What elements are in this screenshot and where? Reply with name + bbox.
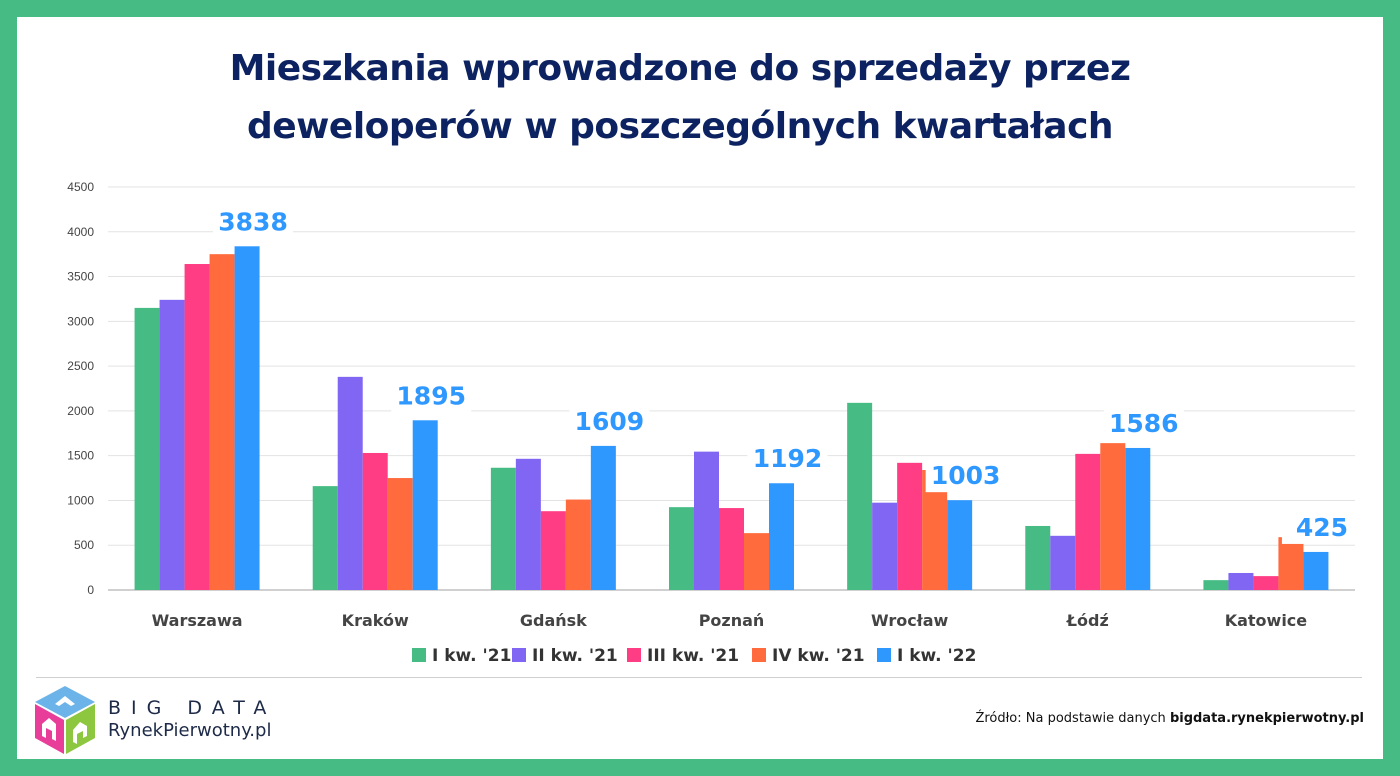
source-link[interactable]: bigdata.rynekpierwotny.pl — [1169, 711, 1364, 726]
bar — [1075, 453, 1101, 590]
bar — [744, 533, 769, 590]
bar — [694, 451, 719, 590]
bar — [312, 486, 338, 590]
title-line-1: Mieszkania wprowadzone do sprzedaży prze… — [229, 48, 1131, 89]
bar — [159, 299, 185, 590]
x-tick-label: Kraków — [342, 611, 409, 630]
data-label-bg — [747, 441, 828, 476]
legend-swatch — [627, 648, 641, 662]
data-label-bg — [1281, 509, 1362, 544]
bar — [1125, 447, 1151, 590]
data-label-bg — [213, 204, 294, 239]
legend-swatch — [412, 648, 426, 662]
x-tick-label: Poznań — [699, 611, 765, 630]
bar — [362, 452, 388, 590]
y-tick-label: 1500 — [67, 449, 94, 463]
bar — [209, 254, 235, 590]
chart-title: Mieszkania wprowadzone do sprzedaży prze… — [0, 40, 1360, 156]
legend-label: II kw. '21 — [532, 646, 618, 666]
y-tick-label: 0 — [87, 583, 94, 597]
bar — [490, 467, 516, 590]
data-label-bg — [925, 458, 1006, 493]
bar — [134, 307, 160, 590]
x-tick-label: Warszawa — [152, 611, 243, 630]
data-label: 1003 — [931, 461, 1001, 490]
data-label-bg — [1103, 405, 1184, 440]
bar — [947, 500, 973, 590]
y-tick-label: 500 — [74, 538, 94, 552]
data-label: 1586 — [1109, 409, 1179, 438]
data-label: 1895 — [396, 381, 466, 410]
big-data-logo-icon — [35, 686, 95, 754]
bar — [1203, 580, 1229, 590]
bar — [337, 376, 363, 590]
bar — [1278, 537, 1304, 590]
bar — [872, 502, 898, 590]
bar — [1025, 525, 1051, 590]
x-tick-label: Gdańsk — [520, 611, 587, 630]
data-label: 1609 — [575, 407, 645, 436]
bar — [184, 264, 210, 590]
y-tick-label: 4000 — [67, 225, 94, 239]
y-tick-label: 1000 — [67, 493, 94, 507]
bar — [847, 402, 873, 590]
data-label-bg — [391, 378, 472, 413]
legend-swatch — [877, 648, 891, 662]
bar — [1100, 443, 1126, 590]
bar — [540, 511, 566, 590]
bar — [897, 462, 923, 590]
y-tick-label: 2000 — [67, 404, 94, 418]
y-tick-label: 4500 — [67, 180, 94, 194]
bar — [1303, 551, 1329, 590]
bar — [590, 445, 616, 590]
bar — [769, 483, 794, 590]
bar — [515, 458, 541, 590]
data-label: 425 — [1296, 513, 1348, 542]
title-line-2: deweloperów w poszczególnych kwartałach — [246, 106, 1114, 147]
legend-label: I kw. '21 — [432, 646, 511, 666]
divider — [36, 677, 1362, 678]
bar — [565, 499, 591, 590]
bar — [387, 478, 413, 590]
data-label: 1192 — [753, 444, 823, 473]
source-prefix: Źródło: Na podstawie danych — [975, 711, 1170, 726]
legend-label: I kw. '22 — [897, 646, 976, 666]
source-note: Źródło: Na podstawie danych bigdata.ryne… — [975, 711, 1364, 726]
brand-name: BIG DATA — [108, 697, 277, 719]
bar — [669, 507, 694, 590]
bar — [234, 246, 260, 591]
y-tick-label: 3000 — [67, 314, 94, 328]
bar — [1050, 535, 1076, 590]
legend-label: IV kw. '21 — [772, 646, 865, 666]
bar — [1228, 572, 1254, 590]
x-tick-label: Łódź — [1066, 611, 1109, 630]
x-tick-label: Katowice — [1225, 611, 1308, 630]
bar — [412, 420, 438, 590]
brand-site: RynekPierwotny.pl — [108, 720, 272, 741]
x-tick-label: Wrocław — [871, 611, 948, 630]
legend-label: III kw. '21 — [647, 646, 739, 666]
legend-swatch — [512, 648, 526, 662]
legend-swatch — [752, 648, 766, 662]
data-label: 3838 — [218, 207, 288, 236]
y-tick-label: 3500 — [67, 270, 94, 284]
data-label-bg — [569, 403, 650, 438]
y-tick-label: 2500 — [67, 359, 94, 373]
bar — [719, 508, 744, 590]
bar — [1253, 576, 1279, 590]
